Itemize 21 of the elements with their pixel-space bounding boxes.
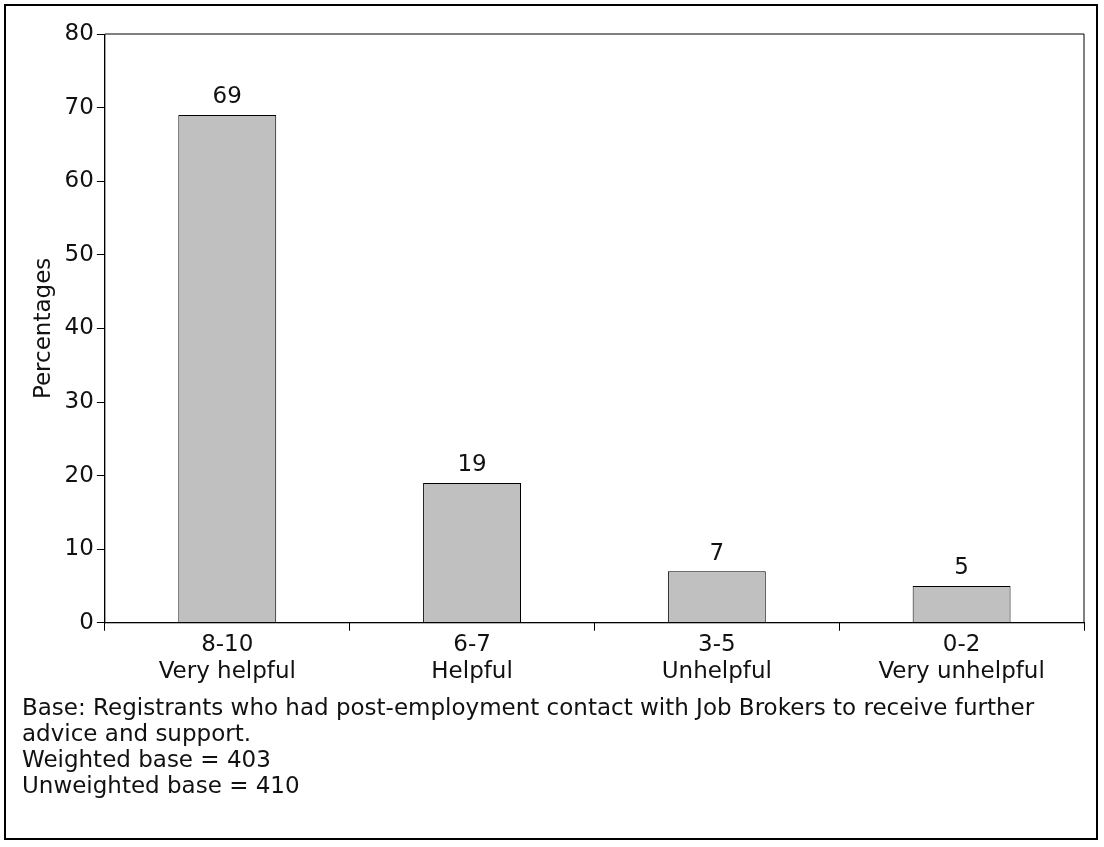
text: Base: Registrants who had post-employment contact with Job Brokers to receive further advice and support. (22, 694, 1036, 746)
y-tick-label: 70 (64, 92, 94, 119)
x-tick-label: 8-10 Very helpful (158, 629, 296, 684)
y-tick-label: 40 (64, 313, 94, 340)
y-tick-label: 30 (64, 386, 94, 413)
data-label: 19 (457, 450, 487, 477)
data-label: 5 (954, 553, 969, 580)
y-tick-label: 80 (64, 18, 94, 45)
data-label: 7 (709, 538, 725, 565)
y-tick-label: 10 (64, 534, 94, 561)
x-tick-label: 3-5 Unhelpful (661, 629, 772, 684)
y-tick-label: 0 (79, 607, 94, 634)
y-tick-label: 50 (64, 239, 94, 266)
x-tick-label: 0-2 Very unhelpful (878, 629, 1045, 684)
x-tick-label: 6-7 Helpful (431, 629, 513, 684)
data-label: 69 (212, 82, 242, 109)
text: Unweighted base = 410 (22, 772, 301, 798)
y-axis-title: Percentages (28, 257, 55, 400)
text: Weighted base = 403 (22, 746, 272, 772)
y-tick-label: 20 (64, 460, 94, 487)
y-tick-label: 60 (64, 166, 94, 193)
